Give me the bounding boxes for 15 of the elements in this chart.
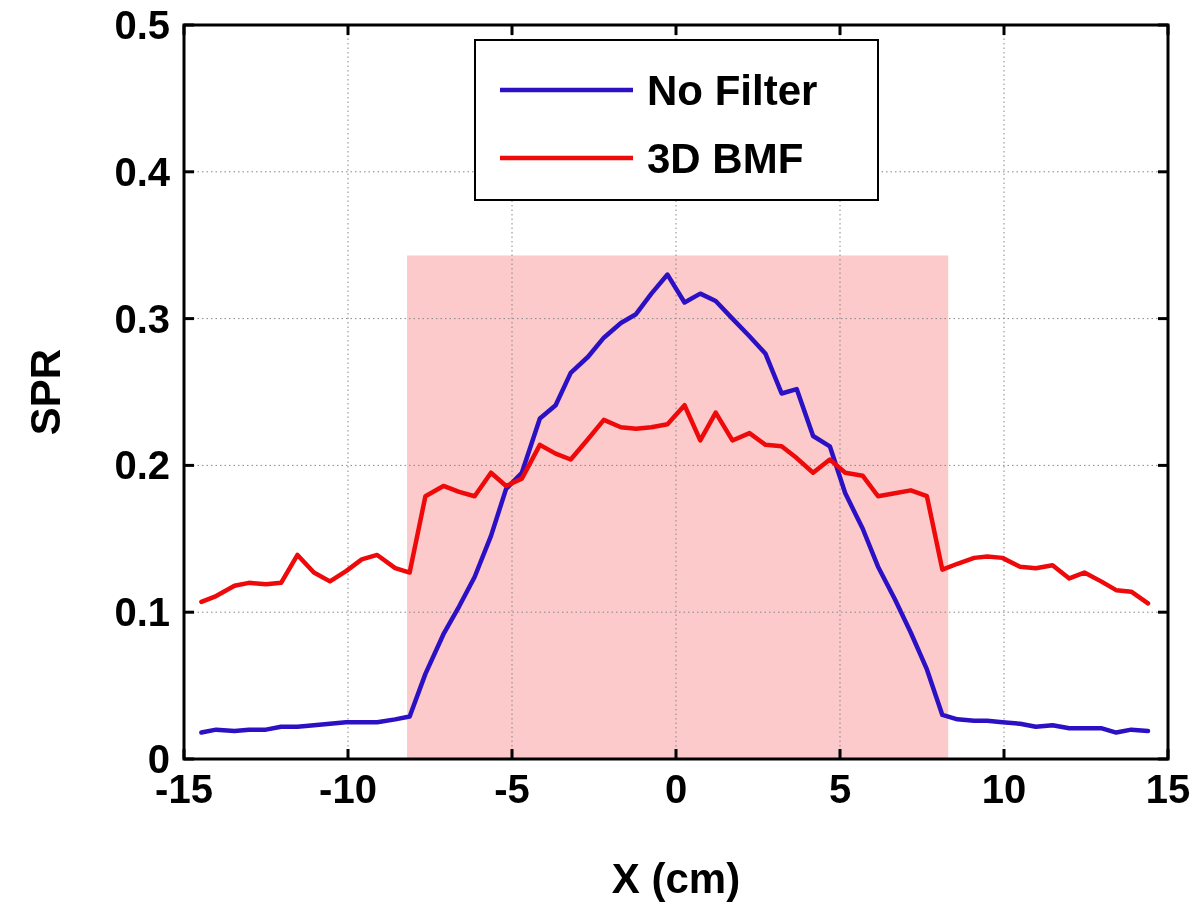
y-tick-label: 0.3: [114, 296, 170, 341]
x-tick-label: -5: [494, 767, 530, 811]
legend-label: No Filter: [647, 66, 818, 114]
x-tick-label: 15: [1145, 767, 1191, 811]
x-axis-title: X (cm): [611, 855, 741, 902]
y-tick-label: 0.1: [114, 590, 170, 635]
legend-label: 3D BMF: [647, 134, 804, 182]
y-tick-label: 0.2: [114, 443, 170, 488]
x-tick-label: -10: [319, 767, 377, 811]
x-tick-label: 10: [981, 767, 1027, 811]
x-tick-label: 5: [828, 767, 852, 811]
y-tick-label: 0.5: [114, 3, 170, 47]
y-tick-label: 0.4: [114, 149, 171, 194]
x-tick-label: 0: [664, 767, 688, 811]
y-axis-title: SPR: [22, 348, 69, 436]
